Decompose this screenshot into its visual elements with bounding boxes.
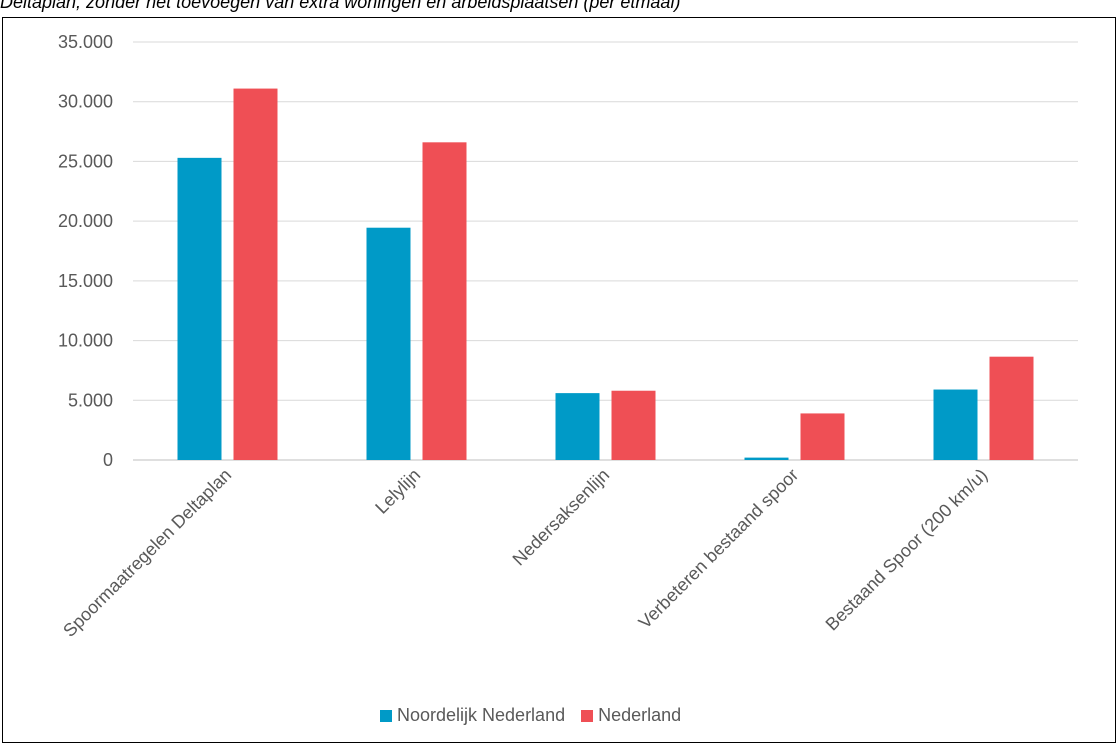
y-tick-label: 0 bbox=[103, 450, 113, 470]
bar-nederland bbox=[422, 142, 467, 460]
bar-nederland bbox=[989, 356, 1034, 460]
bar-nederland bbox=[800, 413, 845, 460]
bar-noordelijk-nederland bbox=[177, 157, 222, 461]
legend-swatch-nederland bbox=[581, 709, 594, 722]
legend-swatch-noordelijk-nederland bbox=[380, 709, 392, 722]
y-tick-label: 25.000 bbox=[58, 151, 113, 171]
legend: Noordelijk Nederland Nederland bbox=[380, 705, 697, 726]
legend-item-nederland: Nederland bbox=[581, 705, 681, 726]
chart-frame bbox=[2, 17, 1116, 743]
legend-label-noordelijk-nederland: Noordelijk Nederland bbox=[397, 705, 566, 725]
x-tick-label: Lelylijn bbox=[371, 465, 424, 518]
bar-nederland bbox=[611, 390, 656, 460]
x-tick-label: Nedersaksenlijn bbox=[509, 465, 614, 570]
legend-item-noordelijk-nederland: Noordelijk Nederland bbox=[380, 705, 565, 726]
chart-caption: Deltaplan, zonder het toevoegen van extr… bbox=[0, 0, 681, 12]
y-tick-label: 20.000 bbox=[58, 211, 113, 231]
y-tick-label: 5.000 bbox=[68, 390, 113, 410]
x-tick-label: Verbeteren bestaand spoor bbox=[635, 465, 803, 633]
bar-noordelijk-nederland bbox=[366, 227, 411, 460]
y-tick-label: 10.000 bbox=[58, 331, 113, 351]
y-tick-label: 35.000 bbox=[58, 32, 113, 52]
bar-noordelijk-nederland bbox=[555, 393, 600, 460]
bar-nederland bbox=[233, 88, 278, 460]
y-tick-label: 15.000 bbox=[58, 271, 113, 291]
bar-noordelijk-nederland bbox=[933, 389, 978, 460]
y-tick-label: 30.000 bbox=[58, 92, 113, 112]
x-tick-label: Bestaand Spoor (200 km/u) bbox=[822, 465, 992, 635]
x-tick-label: Spoormaatregelen Deltaplan bbox=[59, 465, 235, 641]
legend-label-nederland: Nederland bbox=[598, 705, 682, 725]
bar-noordelijk-nederland bbox=[744, 457, 789, 460]
